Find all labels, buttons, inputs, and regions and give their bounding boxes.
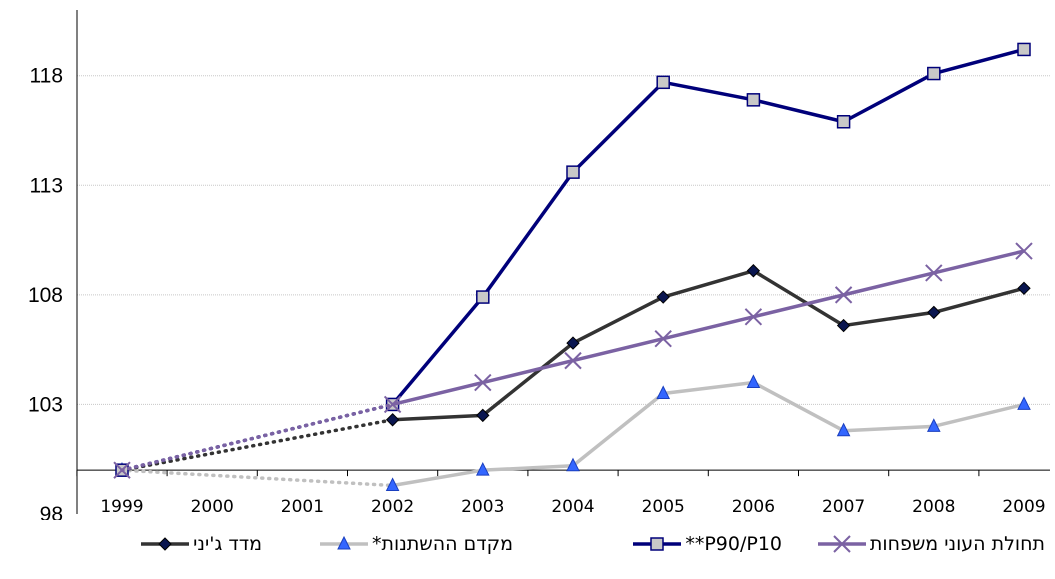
x-tick-label-2001: 2001 <box>281 497 324 517</box>
data-point <box>836 318 851 333</box>
data-point-stroke <box>113 461 131 479</box>
x-tick-label-2005: 2005 <box>642 497 685 517</box>
x-tick-label-2004: 2004 <box>551 497 594 517</box>
y-tick-labels: 98 103 108 113 118 <box>28 65 63 520</box>
x-tick-label-2002: 2002 <box>371 497 414 517</box>
series-line <box>392 269 1025 422</box>
data-point-stroke <box>744 308 763 326</box>
legend-swatch <box>141 537 190 551</box>
legend-item-1: מקדם ההשתנות* <box>318 524 513 564</box>
data-point <box>1017 396 1031 410</box>
data-point-stroke <box>474 373 492 392</box>
data-point <box>337 535 351 550</box>
data-point <box>746 93 761 107</box>
series-0 <box>115 264 1031 477</box>
data-point <box>383 395 402 414</box>
data-point-stroke <box>564 351 582 370</box>
series-3 <box>113 242 1033 479</box>
data-point-stroke <box>834 286 853 304</box>
y-tick-label-118: 118 <box>30 65 63 88</box>
data-point <box>746 374 761 389</box>
legend-label: מקדם ההשתנות* <box>372 533 513 555</box>
legend-swatch <box>320 535 369 550</box>
data-point-stroke <box>1015 242 1033 260</box>
data-point <box>1017 42 1031 57</box>
data-point <box>926 418 941 432</box>
x-tick-label-2003: 2003 <box>461 497 504 517</box>
gridlines <box>77 75 1050 405</box>
legend-label: תחולת העוני משפחות <box>869 533 1045 555</box>
data-point-stroke <box>383 395 402 414</box>
data-point <box>656 385 671 399</box>
data-point-stroke <box>833 535 851 553</box>
y-tick-label-103: 103 <box>28 393 63 416</box>
legend-swatch <box>817 535 866 553</box>
legend-item-2: P90/P10** <box>631 524 782 564</box>
data-point <box>113 461 131 479</box>
data-point <box>564 351 582 370</box>
data-point-stroke <box>925 264 943 282</box>
data-point-stroke <box>654 329 672 348</box>
x-tick-label-2000: 2000 <box>191 497 234 517</box>
legend-label: P90/P10** <box>685 533 782 555</box>
x-tick-label-2007: 2007 <box>822 497 865 517</box>
series-line <box>392 249 1025 407</box>
y-tick-label-113: 113 <box>30 174 63 197</box>
data-point <box>566 165 580 179</box>
data-point <box>385 413 400 427</box>
data-point <box>836 422 851 437</box>
y-tick-label-108: 108 <box>28 284 63 307</box>
data-point <box>833 535 851 553</box>
data-point <box>158 537 172 551</box>
data-point <box>566 336 580 350</box>
data-point <box>746 264 761 278</box>
data-point <box>385 477 400 492</box>
legend-swatch <box>633 537 682 551</box>
line-chart: 98 103 108 113 118 1999 2000 2001 2002 2003 2004 2… <box>28 10 1050 520</box>
data-point <box>650 537 665 551</box>
x-tick-label-1999: 1999 <box>100 497 143 517</box>
data-point <box>656 290 670 304</box>
x-tick-labels: 1999 2000 2001 2002 2003 2004 2005 2006 2007 2008… <box>100 497 1045 517</box>
axes <box>76 10 1050 514</box>
data-point <box>566 457 580 472</box>
data-point <box>654 329 672 348</box>
data-point <box>476 408 490 423</box>
legend-item-3: תחולת העוני משפחות <box>816 524 1045 564</box>
data-point <box>836 115 851 129</box>
dotted-segment <box>120 418 395 472</box>
legend-item-0: מדד ג'יני <box>139 524 262 564</box>
data-point <box>1015 242 1033 260</box>
legend-label: מדד ג'יני <box>193 533 262 555</box>
series-lines <box>113 42 1033 492</box>
data-point <box>475 462 490 476</box>
data-point <box>927 66 941 81</box>
series-1 <box>115 374 1031 492</box>
x-tick-label-2008: 2008 <box>912 497 955 517</box>
data-point <box>476 290 490 304</box>
series-line <box>391 47 1025 406</box>
legend: תחולת העוני משפחות P90/P10** מקדם ההשתנות*… <box>0 524 1055 564</box>
data-point <box>927 305 941 320</box>
dotted-segment <box>120 468 395 488</box>
x-tick-label-2006: 2006 <box>732 497 775 517</box>
data-point <box>834 286 853 304</box>
dotted-segment <box>120 402 395 472</box>
data-point <box>474 373 492 392</box>
x-tick-label-2009: 2009 <box>1002 497 1045 517</box>
data-point <box>925 264 943 282</box>
data-point <box>1017 281 1031 296</box>
data-point <box>656 75 670 90</box>
series-line <box>392 380 1025 488</box>
y-tick-label-98: 98 <box>40 503 63 520</box>
series-2 <box>115 42 1031 477</box>
data-point <box>744 308 763 326</box>
